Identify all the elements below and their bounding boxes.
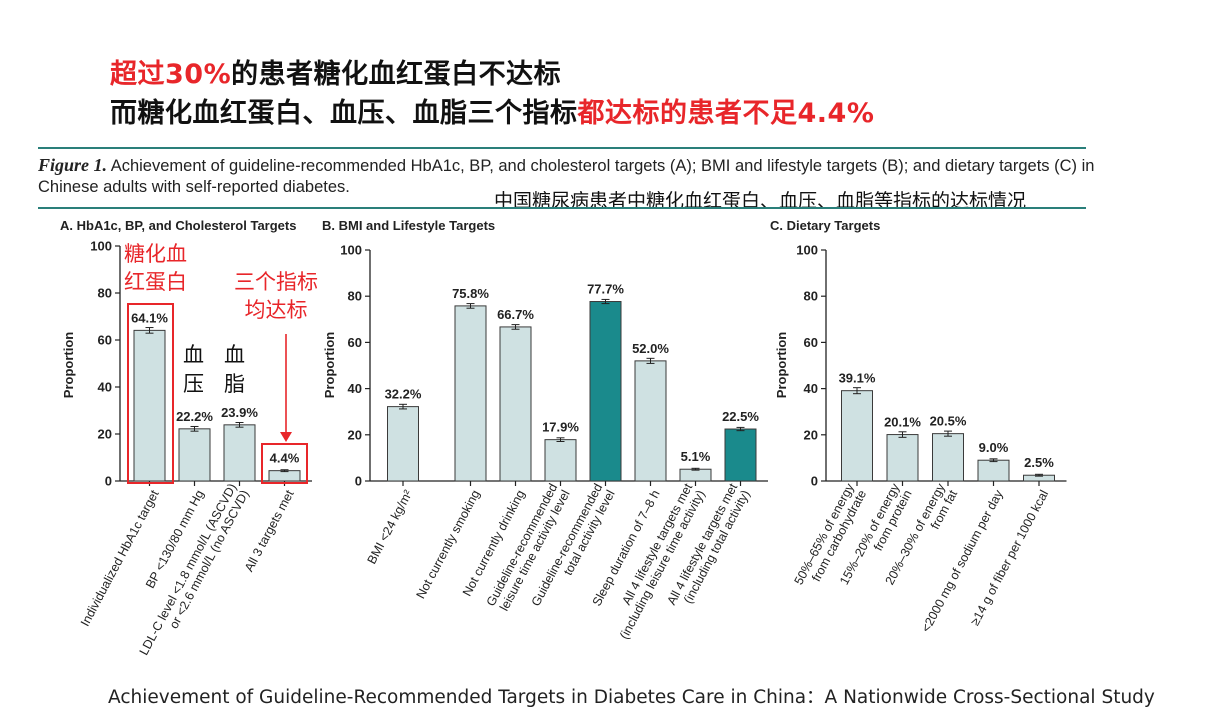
headline-red-part: 都达标的患者不足4.4% [577,98,875,129]
y-axis-label: Proportion [774,332,789,398]
category-label: ≥14 g of fiber per 1000 kcal [968,488,1051,628]
chart-title: C. Dietary Targets [770,218,880,233]
category-label-line: BMI <24 kg/m² [364,488,415,567]
bar [387,406,419,482]
y-tick-label: 100 [796,243,818,258]
data-label: 17.9% [542,420,579,435]
bar [178,428,211,482]
y-tick-label: 20 [804,427,818,442]
data-label: 64.1% [131,310,168,325]
data-label: 52.0% [632,341,669,356]
annotation-lipid-line1: 血 [224,343,245,367]
category-label: All 3 targets met [242,487,297,574]
y-tick-label: 20 [98,427,112,442]
headline-line-2: 而糖化血红蛋白、血压、血脂三个指标都达标的患者不足4.4% [110,91,874,130]
y-tick-label: 40 [348,381,362,396]
data-label: 77.7% [587,282,624,297]
y-tick-label: 60 [348,335,362,350]
chart-title: B. BMI and Lifestyle Targets [322,218,495,233]
category-label: BMI <24 kg/m² [364,488,415,567]
highlight-box-all-three [261,443,308,484]
chart-title: A. HbA1c, BP, and Cholesterol Targets [60,218,296,233]
bar [499,326,532,482]
caption-divider [38,207,1086,209]
annotation-hba1c: 糖化血 红蛋白 [124,240,187,296]
y-tick-label: 40 [98,380,112,395]
y-tick-label: 0 [355,474,362,489]
data-label: 22.5% [722,409,759,424]
data-label: 9.0% [979,440,1009,455]
bar [841,390,873,482]
data-label: 75.8% [452,286,489,301]
category-label-line: ≥14 g of fiber per 1000 kcal [968,488,1051,628]
figure-caption: Figure 1. Achievement of guideline-recom… [38,155,1108,198]
category-label-line: or <2.6 mmol/L (no ASCVD) [167,488,252,631]
y-tick-label: 40 [804,381,818,396]
annotation-hba1c-line1: 糖化血 [124,242,187,266]
data-label: 23.9% [221,405,258,420]
data-label: 32.2% [385,387,422,402]
category-label: Individualized HbA1c target [78,487,162,628]
headline-red-part: 超过30% [110,59,232,90]
annotation-bp-line1: 血 [183,343,204,367]
y-tick-label: 0 [105,474,112,489]
data-label: 20.5% [930,414,967,429]
data-label: 39.1% [839,371,876,386]
bar [268,470,301,482]
bar [932,433,964,482]
annotation-lipid: 血脂 [224,341,245,399]
bar [679,468,712,482]
category-label-line: All 3 targets met [242,487,297,574]
source-footer: Achievement of Guideline-Recommended Tar… [108,687,1155,708]
annotation-hba1c-line2: 红蛋白 [124,270,187,294]
annotation-arrow-head [280,432,292,442]
bar [634,360,667,482]
bar [223,424,256,482]
y-tick-label: 80 [98,286,112,301]
annotation-all-three: 三个指标 均达标 [234,268,318,324]
bar [544,439,577,482]
y-tick-label: 0 [811,474,818,489]
data-label: 4.4% [270,451,300,466]
y-tick-label: 60 [804,335,818,350]
chart-panel-c: C. Dietary Targets Proportion 0 20 40 60 80 100… [770,218,1067,634]
annotation-bp-line2: 压 [183,372,204,396]
annotation-lipid-line2: 脂 [224,372,245,396]
highlight-box-hba1c [127,303,174,484]
y-tick-label: 100 [340,243,362,258]
headline-line-1: 超过30%的患者糖化血红蛋白不达标 [110,52,561,91]
y-tick-label: 60 [98,333,112,348]
category-label: 50%–65% of energyfrom carbohydrate [792,480,870,593]
bar [977,459,1010,482]
annotation-all-three-line2: 均达标 [244,298,308,322]
bar [454,305,487,482]
y-tick-label: 80 [804,289,818,304]
figure-caption-text: Achievement of guideline-recommended HbA… [38,157,1095,196]
y-tick-label: 20 [348,427,362,442]
bar [133,329,166,482]
y-tick-label: 100 [90,239,112,254]
bar [886,434,919,482]
y-tick-label: 80 [348,289,362,304]
category-label-line: Individualized HbA1c target [78,487,162,628]
headline-black-part: 而糖化血红蛋白、血压、血脂三个指标 [110,98,578,129]
top-divider [38,147,1086,149]
y-axis-label: Proportion [322,332,337,398]
bar [724,428,757,482]
data-label: 5.1% [681,449,711,464]
bar [589,301,622,482]
data-label: 22.2% [176,409,213,424]
annotation-all-three-line1: 三个指标 [234,270,318,294]
annotation-bp: 血压 [183,341,204,399]
figure-caption-lead: Figure 1. [38,155,108,175]
chart-panel-b: B. BMI and Lifestyle Targets Proportion 0 2… [322,218,768,642]
data-label: 66.7% [497,307,534,322]
y-axis-label: Proportion [61,332,76,398]
data-label: 2.5% [1024,455,1054,470]
data-label: 20.1% [884,415,921,430]
headline-black-part: 的患者糖化血红蛋白不达标 [231,59,562,90]
